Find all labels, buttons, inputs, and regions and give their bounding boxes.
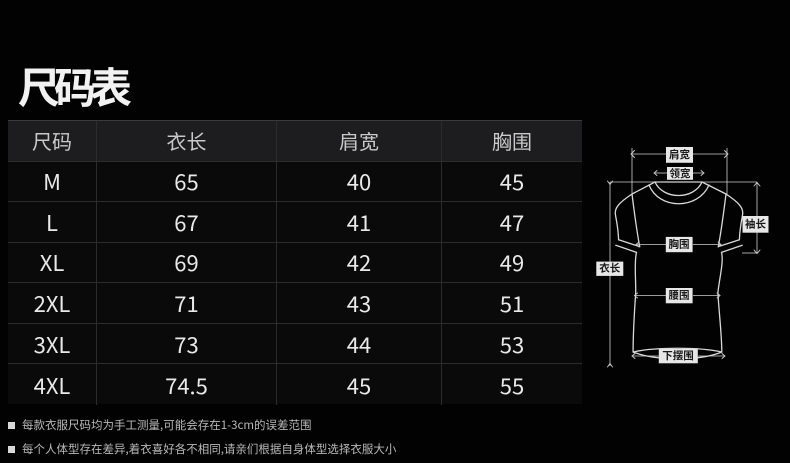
svg-text:腰围: 腰围 (669, 288, 690, 303)
svg-text:胸围: 胸围 (669, 237, 690, 252)
svg-text:领宽: 领宽 (670, 166, 691, 181)
svg-text:袖长: 袖长 (745, 217, 766, 232)
svg-text:下摆围: 下摆围 (662, 348, 694, 363)
svg-text:衣长: 衣长 (599, 261, 620, 276)
svg-text:肩宽: 肩宽 (669, 147, 690, 162)
